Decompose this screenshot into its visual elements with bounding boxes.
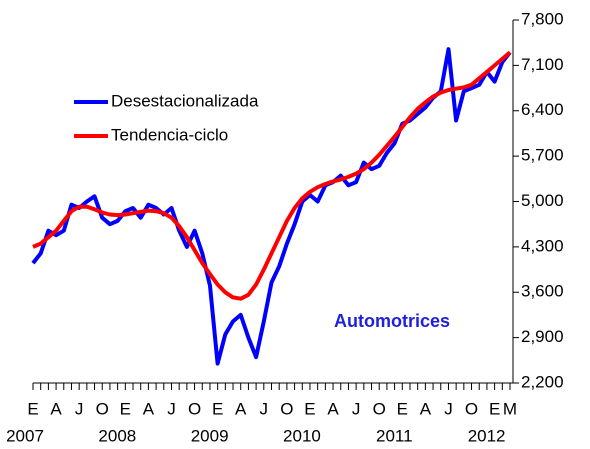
x-tick-label: E — [397, 399, 408, 418]
y-tick-label: 7,800 — [521, 9, 564, 28]
x-tick-label: O — [465, 399, 478, 418]
x-tick-label: E — [304, 399, 315, 418]
series-line — [32, 50, 512, 301]
x-tick-label: A — [420, 399, 432, 418]
legend-label: Tendencia-ciclo — [111, 125, 228, 144]
y-tick-label: 5,000 — [521, 191, 564, 210]
x-tick-label: J — [444, 399, 453, 418]
x-tick-label: E — [27, 399, 38, 418]
x-tick-label: J — [260, 399, 269, 418]
x-tick-label: E — [120, 399, 131, 418]
x-tick-label: A — [235, 399, 247, 418]
x-tick-label: J — [167, 399, 176, 418]
y-tick-label: 4,300 — [521, 236, 564, 255]
y-tick-label: 2,900 — [521, 327, 564, 346]
x-tick-label: O — [280, 399, 293, 418]
y-tick-label: 7,100 — [521, 55, 564, 74]
year-label: 2007 — [6, 426, 44, 445]
y-tick-label: 6,400 — [521, 100, 564, 119]
x-tick-label: A — [143, 399, 155, 418]
year-label: 2009 — [191, 426, 229, 445]
y-tick-label: 2,200 — [521, 372, 564, 391]
year-label: 2011 — [376, 426, 413, 445]
legend-label: Desestacionalizada — [111, 91, 259, 110]
year-label: 2010 — [283, 426, 321, 445]
annotation: Automotrices — [334, 311, 450, 331]
x-tick-label: J — [75, 399, 84, 418]
x-tick-label: E — [489, 399, 500, 418]
x-tick-label: O — [188, 399, 201, 418]
x-tick-label: E — [212, 399, 223, 418]
x-tick-label: O — [373, 399, 386, 418]
y-tick-label: 5,700 — [521, 146, 564, 165]
year-label: 2012 — [468, 426, 506, 445]
x-tick-label: J — [352, 399, 361, 418]
x-tick-label: O — [96, 399, 109, 418]
x-tick-label: A — [50, 399, 62, 418]
series-line — [31, 47, 512, 366]
y-tick-label: 3,600 — [521, 282, 564, 301]
x-tick-label: M — [503, 399, 517, 418]
x-tick-label: A — [327, 399, 339, 418]
year-label: 2008 — [98, 426, 136, 445]
